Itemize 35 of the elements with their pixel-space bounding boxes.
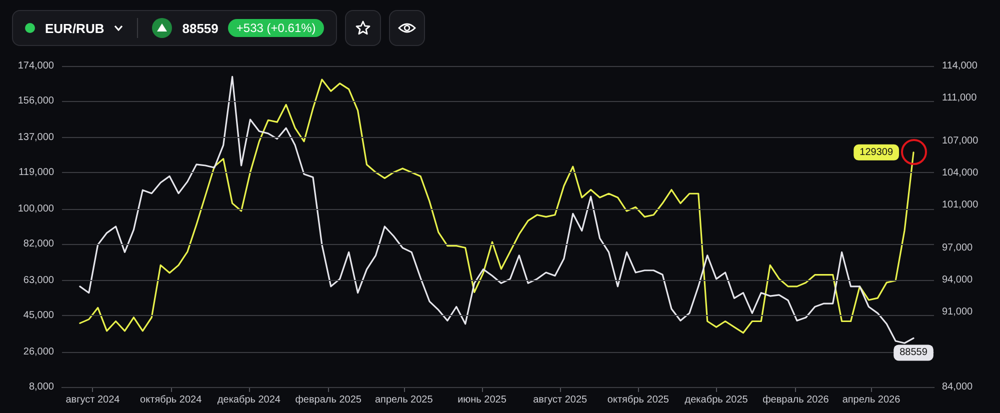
y2-tick-label: 104,000 bbox=[942, 168, 979, 178]
chart-title: EUR/RUB bbox=[45, 20, 104, 36]
y-tick-label: 174,000 bbox=[18, 60, 54, 72]
y-tick-label: 8,000 bbox=[28, 382, 54, 392]
data-label: 129309 bbox=[860, 146, 894, 158]
y2-tick-label: 114,000 bbox=[942, 60, 978, 72]
y-tick-label: 82,000 bbox=[23, 238, 54, 250]
x-tick-label: декабрь 2025 bbox=[684, 394, 748, 406]
text: 88559 bbox=[182, 20, 218, 36]
y-tick-label: 156,000 bbox=[18, 95, 54, 106]
y-tick-label: 26,000 bbox=[23, 346, 54, 358]
x-tick-label: декабрь 2024 bbox=[217, 394, 281, 406]
y2-tick-label: 84,000 bbox=[942, 382, 974, 392]
x-tick-label: октябрь 2024 bbox=[140, 394, 202, 406]
y2-tick-label: 91,000 bbox=[942, 306, 974, 318]
x-tick-label: август 2025 bbox=[533, 394, 588, 406]
y-tick-label: 45,000 bbox=[23, 310, 54, 321]
y-tick-label: 137,000 bbox=[18, 132, 54, 144]
x-tick-label: февраль 2025 bbox=[295, 394, 362, 406]
y2-tick-label: 111,000 bbox=[942, 92, 978, 104]
data-label: 88559 bbox=[900, 347, 928, 358]
x-tick-label: апрель 2026 bbox=[842, 394, 901, 406]
y-tick-label: 63,000 bbox=[23, 275, 54, 286]
y-tick-label: 119,000 bbox=[18, 166, 54, 178]
y2-tick-label: 101,000 bbox=[942, 200, 979, 211]
x-tick-label: август 2024 bbox=[66, 394, 120, 406]
y2-tick-label: 107,000 bbox=[942, 135, 979, 146]
text: +533 (+0.61%) bbox=[228, 19, 324, 37]
x-tick-label: июнь 2025 bbox=[458, 394, 507, 406]
y2-tick-label: 94,000 bbox=[942, 274, 974, 286]
y-tick-label: 100,000 bbox=[18, 204, 54, 215]
x-tick-label: апрель 2025 bbox=[374, 394, 434, 406]
x-tick-label: октябрь 2025 bbox=[607, 394, 670, 406]
x-tick-label: февраль 2026 bbox=[762, 394, 830, 406]
y2-tick-label: 97,000 bbox=[942, 242, 974, 254]
